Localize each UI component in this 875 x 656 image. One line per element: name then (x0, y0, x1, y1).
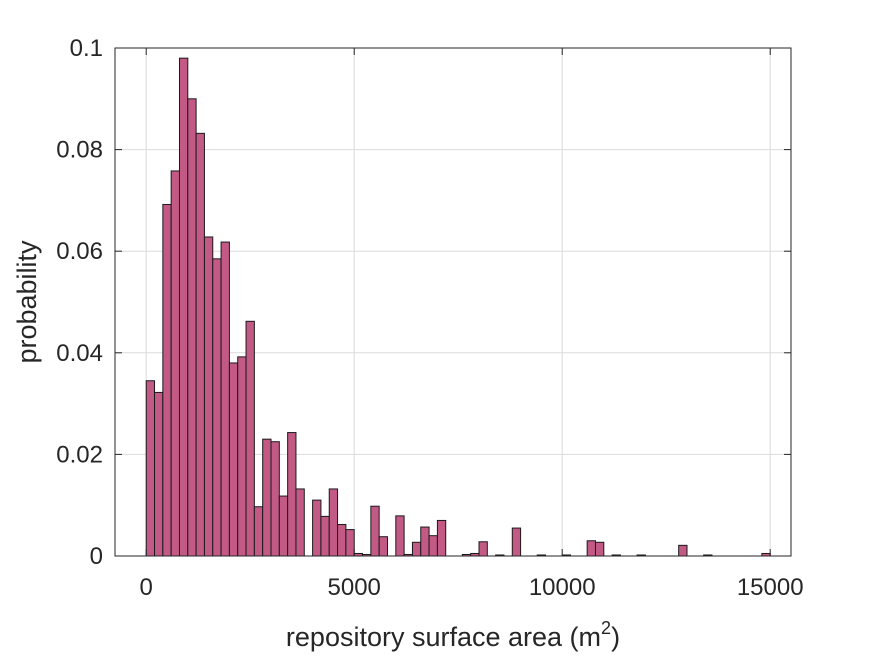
histogram-bar (345, 529, 355, 557)
x-axis-label: repository surface area (m2) (286, 618, 620, 652)
histogram-bar (411, 541, 422, 557)
y-tick-label: 0.06 (56, 238, 103, 265)
x-tick-label: 10000 (529, 574, 596, 601)
histogram-bar (370, 505, 380, 557)
histogram-bar (478, 541, 488, 557)
histogram-bar (436, 519, 447, 557)
y-tick-label: 0.08 (56, 137, 103, 164)
histogram-bar (253, 506, 264, 557)
histogram-bar (678, 544, 688, 557)
y-axis-label: probability (12, 240, 42, 364)
histogram-bar (395, 515, 405, 557)
x-tick-label: 15000 (737, 574, 804, 601)
histogram-bar (195, 132, 205, 557)
histogram-bar (270, 441, 280, 557)
histogram-bar (220, 241, 230, 557)
histogram-bar (320, 515, 330, 557)
y-tick-label: 0.04 (56, 340, 103, 367)
histogram-bar (162, 203, 172, 557)
histogram-bar (170, 170, 180, 557)
histogram-bar (278, 495, 289, 557)
histogram-bar (420, 526, 430, 557)
histogram-bar (178, 57, 189, 557)
histogram-bar (312, 499, 322, 557)
histogram-bar (511, 527, 522, 557)
y-tick-label: 0.02 (56, 441, 103, 468)
histogram-bar (378, 536, 388, 557)
histogram-bar (594, 541, 605, 557)
y-tick-label: 0 (90, 543, 103, 570)
histogram-bar (212, 258, 222, 557)
x-tick-label: 5000 (328, 574, 381, 601)
x-tick-labels: 0 5000 10000 15000 (140, 574, 804, 601)
histogram-bar (245, 320, 255, 557)
histogram-bar (295, 488, 305, 557)
histogram-bar (262, 438, 272, 557)
histogram-bar (187, 98, 197, 557)
histogram-bar (228, 362, 239, 557)
plot-frame (114, 47, 792, 557)
y-tick-labels: 0 0.02 0.04 0.06 0.08 0.1 (56, 35, 103, 570)
histogram-bar (237, 356, 247, 557)
histogram-bar (203, 236, 214, 557)
x-tick-label: 0 (140, 574, 153, 601)
histogram-bar (328, 488, 339, 557)
histogram-bar (337, 524, 347, 557)
histogram-bar (287, 432, 297, 557)
histogram-bar (586, 540, 596, 557)
y-tick-label: 0.1 (70, 35, 103, 62)
histogram-bar (428, 535, 438, 557)
histogram-bar (154, 391, 164, 557)
axis-ticks (115, 47, 791, 557)
histogram-bar (145, 380, 156, 557)
